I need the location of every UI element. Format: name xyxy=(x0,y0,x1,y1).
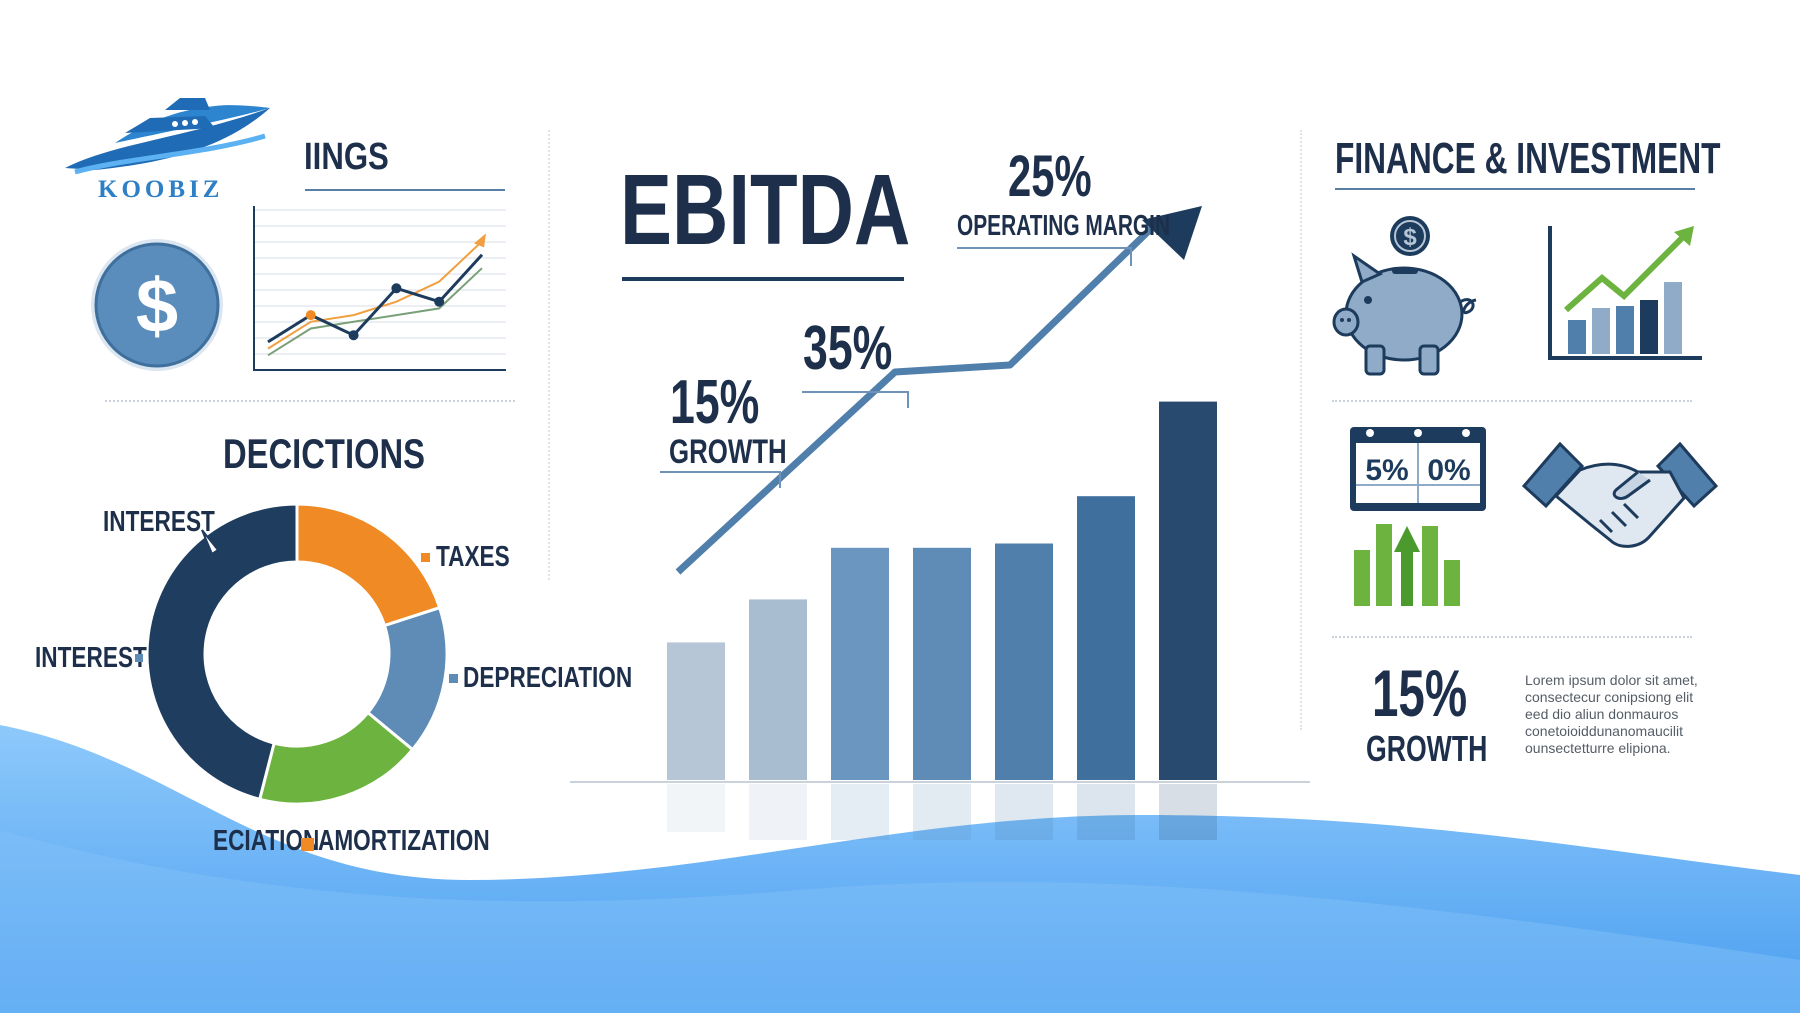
line-point xyxy=(305,310,316,321)
callout-25-leader xyxy=(957,247,1132,266)
donut-slice xyxy=(295,502,442,628)
calendar-icon: 5% 0% xyxy=(1350,427,1486,511)
brand-name: KOOBIZ xyxy=(98,176,224,203)
line-point xyxy=(391,283,402,294)
ebitda-bar-chart xyxy=(570,206,1310,840)
lorem-line: ounsectetturre elipiona. xyxy=(1525,740,1671,756)
donut-label-interest-top: INTEREST xyxy=(103,506,215,538)
trend-arrow-head xyxy=(1142,206,1202,260)
legend-swatch-interest xyxy=(135,654,143,662)
callout-35-leader xyxy=(802,391,909,408)
earnings-title-underline xyxy=(305,189,505,191)
divider-left xyxy=(548,130,550,580)
bar xyxy=(1077,496,1135,780)
callout-15-value: 15% xyxy=(670,368,760,437)
legend-swatch-depreciation xyxy=(449,674,458,683)
donut-slice xyxy=(145,502,299,802)
bar-reflection xyxy=(1159,784,1217,840)
section-divider-right-2 xyxy=(1332,636,1692,638)
piggy-coin-symbol: $ xyxy=(1403,224,1417,251)
lorem-line: conetoioiddunanomaucilit xyxy=(1525,723,1683,739)
right-growth-label: GROWTH xyxy=(1366,728,1488,769)
donut-label-depreciation: DEPRECIATION xyxy=(463,662,633,694)
bar-reflection xyxy=(831,784,889,840)
finance-title-underline xyxy=(1335,188,1695,190)
handshake-icon xyxy=(1521,441,1719,548)
line-point xyxy=(434,296,445,307)
earnings-line-chart xyxy=(253,206,506,371)
section-divider-left xyxy=(105,400,515,402)
bar xyxy=(1159,401,1217,780)
bar-reflection xyxy=(1077,784,1135,840)
line-series xyxy=(267,240,483,350)
green-growth-bars-icon xyxy=(1354,524,1460,606)
bar xyxy=(749,599,807,780)
bar-reflection xyxy=(995,784,1053,840)
donut-label-interest-left: INTEREST xyxy=(35,642,147,674)
trend-arrow-line xyxy=(675,217,1163,575)
donut-label-taxes: TAXES xyxy=(436,541,510,573)
bar-reflection xyxy=(667,784,725,833)
bar xyxy=(995,543,1053,780)
dollar-symbol: $ xyxy=(136,264,178,349)
callout-25-label: OPERATING MARGIN xyxy=(957,210,1171,242)
piggy-bank-icon: $ xyxy=(1332,216,1477,376)
lorem-line: eed dio aliun donmauros xyxy=(1525,706,1679,722)
legend-swatch-amortization xyxy=(301,838,314,851)
bar xyxy=(913,547,971,780)
line-series xyxy=(267,267,483,357)
line-point xyxy=(348,330,359,341)
calendar-text-b: 0% xyxy=(1427,454,1470,487)
lorem-line: Lorem ipsum dolor sit amet, xyxy=(1525,672,1698,688)
finance-title: FINANCE & INVESTMENT xyxy=(1335,134,1721,183)
ebitda-title-underline xyxy=(622,277,904,281)
bar xyxy=(831,547,889,780)
right-growth-value: 15% xyxy=(1372,656,1468,730)
callout-25-value: 25% xyxy=(1008,144,1092,209)
callout-15-label: GROWTH xyxy=(669,433,787,471)
callout-15-leader xyxy=(660,471,781,488)
deductions-donut-chart xyxy=(145,502,449,806)
koobiz-logo xyxy=(65,98,270,175)
dollar-coin-icon: $ xyxy=(91,239,223,371)
bar xyxy=(667,642,725,780)
legend-swatch-taxes xyxy=(421,553,430,562)
section-divider-right-1 xyxy=(1332,400,1692,402)
interest-pointer-icon xyxy=(201,529,220,556)
line-arrow-head xyxy=(474,233,486,248)
donut-label-amortization: AMORTIZATION xyxy=(318,825,490,857)
lorem-line: consectecur conipsiong elit xyxy=(1525,689,1694,705)
bar-reflection xyxy=(749,784,807,840)
growth-bar-chart-icon xyxy=(1548,226,1702,360)
axis xyxy=(253,206,506,371)
bar-reflection xyxy=(913,784,971,840)
callout-35-value: 35% xyxy=(803,314,893,383)
ebitda-title: EBITDA xyxy=(620,154,911,266)
calendar-text-a: 5% xyxy=(1365,454,1408,487)
deductions-title: DECICTIONS xyxy=(223,430,426,477)
earnings-title: IINGS xyxy=(304,136,389,178)
divider-right xyxy=(1300,130,1302,730)
lorem-paragraph: Lorem ipsum dolor sit amet, consectecur … xyxy=(1525,672,1698,757)
line-series xyxy=(267,253,484,344)
